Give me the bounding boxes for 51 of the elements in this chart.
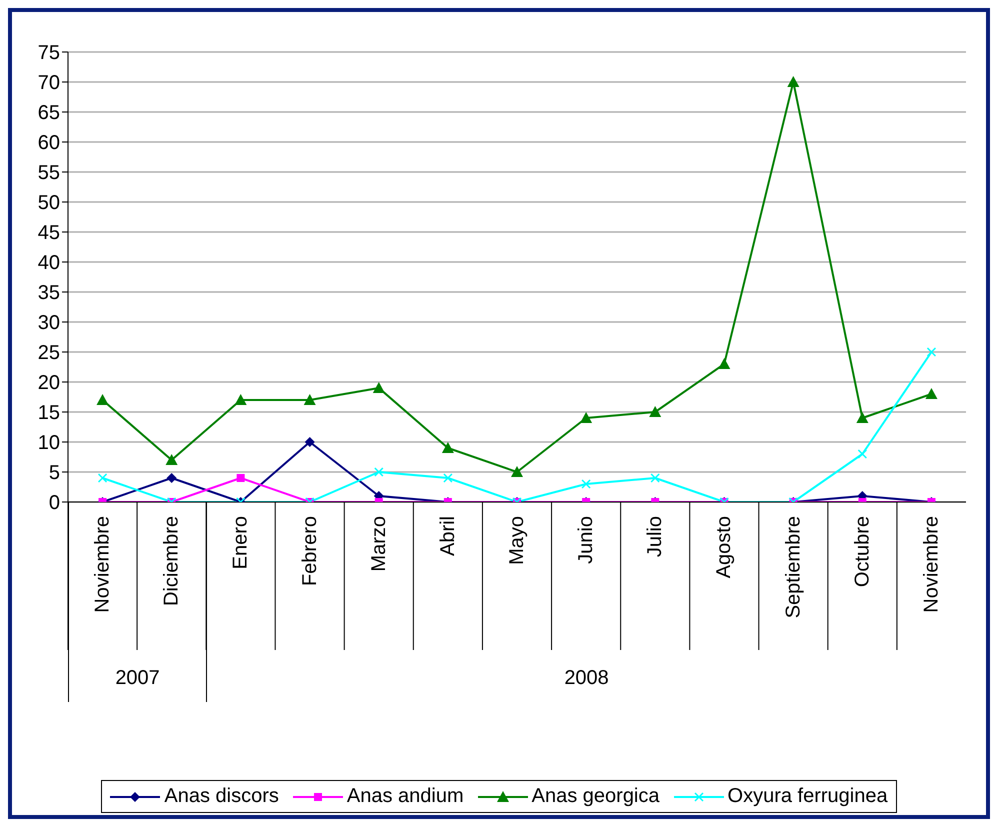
x-tick-label: Abril (436, 516, 459, 556)
point (925, 388, 938, 399)
point (511, 466, 523, 477)
x-tick-label: Diciembre (160, 516, 183, 606)
point (442, 442, 454, 453)
point (304, 394, 316, 405)
y-tick-label: 50 (38, 192, 60, 214)
y-tick-label: 10 (38, 432, 60, 454)
point (649, 406, 662, 417)
x-tick-label: Febrero (298, 516, 321, 586)
y-tick-label: 45 (38, 222, 60, 244)
y-tick-label: 5 (48, 462, 60, 484)
x-tick-label: Agosto (713, 516, 736, 578)
y-tick-label: 25 (38, 342, 60, 364)
y-tick-label: 15 (38, 402, 60, 424)
point (580, 412, 592, 423)
point (96, 394, 109, 405)
point (304, 437, 315, 447)
point (166, 454, 178, 465)
legend-label: Anas georgica (532, 785, 660, 808)
legend-label: Oxyura ferruginea (728, 785, 888, 808)
legend-label: Anas andium (346, 785, 464, 808)
x-tick-label: Junio (575, 516, 598, 564)
text: 2008 (564, 667, 609, 690)
y-tick-label: 70 (38, 72, 60, 94)
x-tick-label: Septiembre (782, 516, 804, 618)
x-tick-label: Octubre (851, 516, 874, 588)
point (234, 394, 247, 405)
x-tick-label: Enero (230, 516, 252, 570)
y-tick-label: 0 (48, 492, 60, 514)
y-tick-label: 60 (38, 132, 60, 154)
y-tick-label: 75 (38, 42, 60, 64)
legend-label: Anas discors (164, 785, 279, 808)
x-tick-label: Noviembre (920, 516, 942, 613)
text: 2007 (115, 667, 160, 690)
point (856, 412, 868, 423)
x-tick-label: Mayo (506, 516, 528, 565)
x-tick-label: Marzo (368, 516, 390, 572)
y-tick-label: 20 (38, 372, 60, 394)
point (374, 467, 384, 477)
y-tick-label: 40 (38, 252, 60, 274)
y-tick-label: 30 (38, 312, 60, 334)
x-tick-label: Julio (644, 516, 666, 558)
point (858, 449, 868, 459)
y-tick-label: 55 (38, 162, 60, 184)
y-tick-label: 65 (38, 102, 60, 124)
point (926, 347, 936, 357)
point (718, 358, 730, 369)
x-tick-label: Noviembre (92, 516, 114, 613)
point (372, 382, 385, 393)
y-tick-label: 35 (38, 282, 60, 304)
